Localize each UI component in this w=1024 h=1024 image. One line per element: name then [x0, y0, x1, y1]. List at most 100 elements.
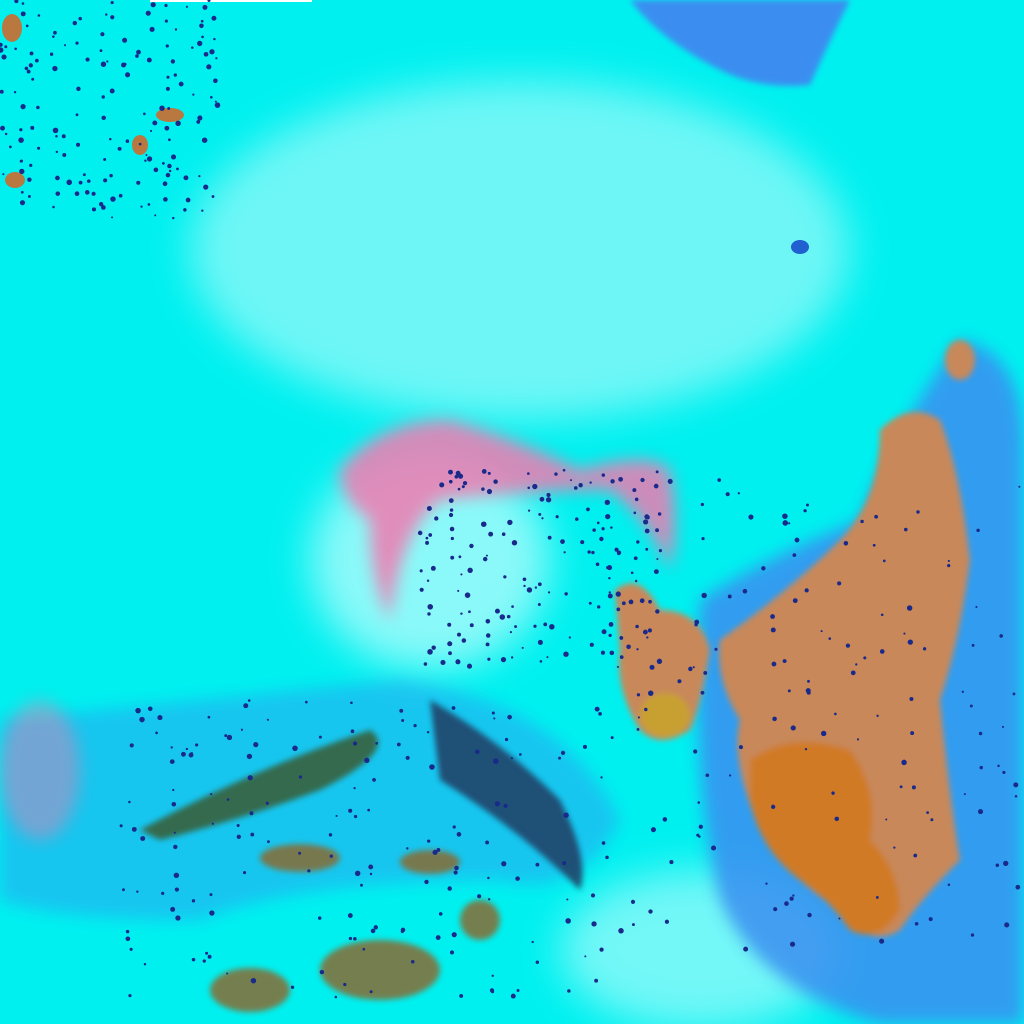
- speckle: [243, 703, 249, 709]
- speckle: [110, 15, 115, 20]
- speckle: [765, 882, 768, 885]
- speckle: [191, 957, 196, 962]
- speckle: [168, 138, 171, 142]
- speckle: [159, 105, 165, 111]
- speckle: [669, 860, 674, 865]
- speckle: [74, 191, 80, 197]
- land-masses: [615, 340, 975, 937]
- speckle: [610, 479, 615, 484]
- speckle: [348, 808, 353, 813]
- speckle: [214, 100, 217, 103]
- speckle: [882, 559, 886, 563]
- speckle: [541, 517, 544, 520]
- speckle: [618, 476, 623, 482]
- speckle: [459, 993, 464, 998]
- speckle: [196, 119, 201, 124]
- speckle: [926, 811, 929, 815]
- speckle: [55, 135, 58, 138]
- speckle: [450, 555, 455, 560]
- speckle: [1, 54, 7, 60]
- speckle: [19, 200, 26, 206]
- speckle: [578, 483, 583, 488]
- speckle: [522, 577, 527, 582]
- speckle: [500, 657, 507, 663]
- speckle: [1013, 782, 1019, 788]
- speckle: [0, 125, 6, 131]
- speckle: [140, 205, 143, 208]
- speckle: [19, 128, 23, 132]
- speckle: [503, 803, 508, 808]
- speckle: [506, 614, 511, 619]
- speckle: [343, 982, 347, 987]
- speckle: [91, 191, 96, 196]
- speckle: [52, 65, 58, 72]
- speckle: [599, 947, 604, 952]
- speckle: [543, 622, 548, 627]
- speckle: [828, 637, 832, 640]
- speckle: [438, 912, 443, 916]
- speckle: [874, 514, 879, 519]
- speckle: [845, 643, 851, 648]
- speckle: [202, 959, 206, 963]
- speckle: [850, 670, 856, 676]
- speckle: [743, 946, 749, 952]
- speckle: [554, 472, 558, 476]
- speckle: [566, 898, 569, 901]
- speckle: [267, 840, 270, 844]
- speckle: [453, 870, 458, 875]
- speckle: [298, 775, 303, 779]
- speckle: [480, 521, 487, 527]
- speckle: [118, 193, 123, 198]
- speckle: [494, 608, 500, 614]
- speckle: [491, 974, 494, 977]
- speckle: [656, 658, 663, 664]
- speckle: [539, 660, 543, 663]
- speckle: [573, 486, 578, 490]
- speckle: [203, 51, 209, 57]
- speckle: [448, 512, 454, 518]
- speckle: [170, 154, 177, 160]
- speckle: [335, 814, 338, 817]
- speckle: [55, 191, 61, 196]
- speckle: [209, 893, 213, 897]
- speckle: [37, 146, 41, 150]
- speckle: [509, 630, 513, 634]
- speckle: [203, 184, 209, 190]
- speckle: [568, 636, 571, 639]
- speckle: [597, 605, 601, 609]
- speckle: [610, 736, 614, 740]
- speckle: [352, 741, 358, 746]
- speckle: [171, 801, 177, 807]
- speckle: [128, 800, 131, 804]
- speckle: [98, 202, 104, 207]
- speckle: [788, 522, 791, 525]
- speckle: [792, 553, 797, 558]
- speckle: [879, 938, 885, 944]
- speckle: [253, 742, 259, 748]
- speckle: [405, 755, 410, 760]
- speckle: [535, 960, 540, 965]
- speckle: [173, 844, 178, 850]
- speckle: [545, 497, 552, 503]
- speckle: [466, 663, 473, 669]
- speckle: [701, 536, 705, 541]
- speckle: [201, 137, 208, 143]
- speckle: [914, 921, 919, 926]
- speckle: [705, 773, 710, 778]
- speckle: [440, 659, 446, 666]
- speckle: [431, 645, 436, 650]
- speckle: [515, 876, 520, 881]
- speckle: [910, 731, 915, 736]
- speckle: [782, 520, 789, 526]
- speckle: [646, 636, 649, 639]
- speckle: [192, 93, 195, 96]
- speckle: [368, 864, 374, 870]
- speckle: [209, 910, 215, 916]
- speckle: [215, 57, 218, 60]
- speckle: [369, 990, 373, 994]
- speckle: [211, 195, 215, 198]
- speckle: [129, 743, 134, 748]
- speckle: [178, 81, 184, 87]
- speckle: [462, 481, 468, 486]
- speckle: [653, 569, 659, 575]
